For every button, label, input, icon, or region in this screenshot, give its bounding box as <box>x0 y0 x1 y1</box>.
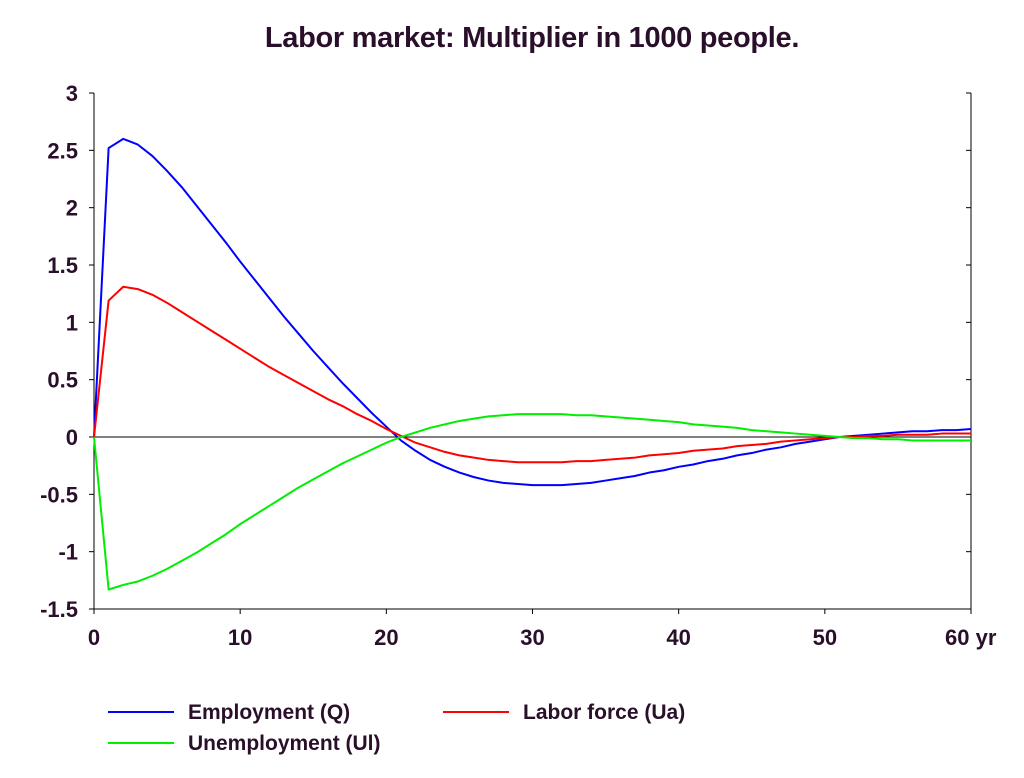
y-tick-label: -0.5 <box>40 482 78 507</box>
series-lines <box>93 137 972 591</box>
plot-frame <box>93 93 972 610</box>
x-tick-label: 30 <box>520 625 544 650</box>
y-tick-label: 1.5 <box>47 253 78 278</box>
x-tick-label: 10 <box>228 625 252 650</box>
x-axis-tick-labels: 0 10 20 30 40 50 60 yr <box>88 625 997 650</box>
y-axis-tick-labels: 3 2.5 2 1.5 1 0.5 0 -0.5 -1 -1.5 <box>40 81 78 622</box>
legend: Employment (Q) Labor force (Ua) Unemployme… <box>108 701 685 755</box>
y-tick-label: -1.5 <box>40 597 78 622</box>
y-tick-label: 0 <box>66 425 78 450</box>
legend-label-unemployment-ul: Unemployment (Ul) <box>188 732 381 755</box>
series-line-unemployment-ul <box>93 413 971 591</box>
axis-ticks <box>89 92 972 614</box>
y-tick-label: 0.5 <box>47 368 78 393</box>
x-tick-label: 0 <box>88 625 100 650</box>
series-line-employment-q <box>93 137 972 487</box>
series-line-labor-force-ua <box>93 285 971 464</box>
chart-title: Labor market: Multiplier in 1000 people. <box>264 22 800 54</box>
y-tick-label: 3 <box>66 81 78 106</box>
x-tick-label: 40 <box>666 625 690 650</box>
y-tick-label: -1 <box>58 540 78 565</box>
x-tick-label: 20 <box>374 625 398 650</box>
x-tick-label: 60 yr <box>945 625 997 650</box>
legend-label-employment-q: Employment (Q) <box>188 701 350 724</box>
y-tick-label: 2.5 <box>47 138 78 163</box>
legend-label-labor-force-ua: Labor force (Ua) <box>523 701 685 724</box>
y-tick-label: 1 <box>66 310 78 335</box>
y-tick-label: 2 <box>66 196 78 221</box>
x-tick-label: 50 <box>813 625 837 650</box>
